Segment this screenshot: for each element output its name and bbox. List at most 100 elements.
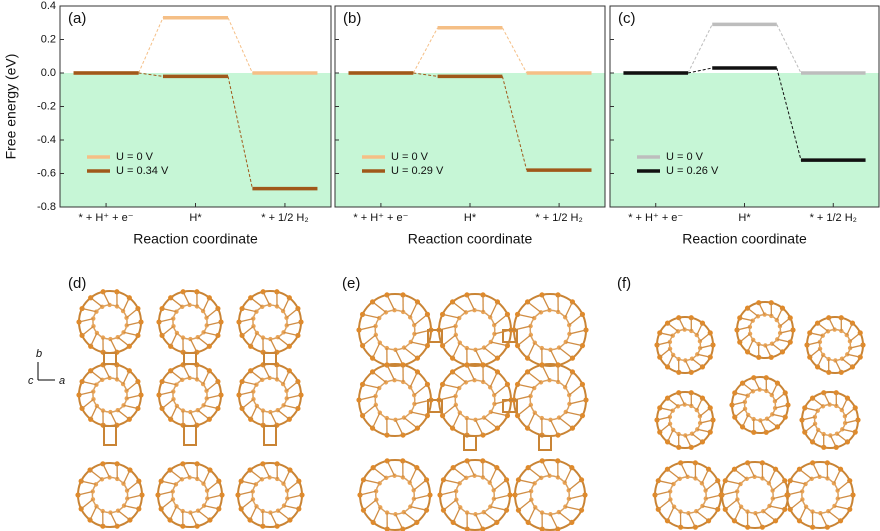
- bond: [372, 371, 387, 383]
- bond: [269, 411, 278, 426]
- bond: [564, 301, 574, 318]
- atom: [285, 496, 290, 501]
- bond: [452, 371, 467, 383]
- bond: [564, 371, 574, 388]
- cage-outline: [801, 391, 859, 449]
- panel-label: (e): [342, 275, 360, 292]
- bond: [413, 313, 428, 326]
- bond: [466, 364, 476, 381]
- bond: [277, 409, 290, 420]
- bond: [102, 364, 111, 379]
- bond: [493, 313, 508, 326]
- bond: [517, 383, 535, 389]
- atom: [787, 339, 793, 345]
- bond: [169, 469, 183, 480]
- bond: [410, 505, 427, 511]
- bond: [363, 499, 377, 511]
- bond: [206, 480, 220, 492]
- bond: [442, 334, 457, 347]
- bond: [758, 302, 766, 315]
- atom: [194, 523, 200, 529]
- bond: [90, 405, 98, 420]
- bond: [804, 407, 818, 412]
- cage-outline: [77, 462, 143, 528]
- bond: [697, 353, 711, 358]
- cage-structure: [654, 390, 716, 450]
- cage-outline: [78, 363, 142, 427]
- atom: [281, 503, 287, 508]
- bond: [777, 338, 791, 343]
- bond: [762, 510, 776, 522]
- bond: [659, 332, 673, 337]
- bond: [517, 334, 532, 347]
- bond: [549, 349, 559, 366]
- bond: [90, 297, 103, 308]
- cage-outline: [358, 293, 432, 367]
- atom: [373, 488, 379, 494]
- bond: [734, 468, 748, 480]
- bond: [241, 307, 257, 313]
- cage-structure: [236, 362, 304, 428]
- bond: [739, 317, 753, 322]
- cage-outline: [736, 301, 794, 359]
- bond: [725, 480, 741, 485]
- atom: [114, 523, 120, 529]
- linker: [502, 399, 518, 413]
- bond: [363, 479, 380, 485]
- x-tick-label: H*: [189, 212, 202, 224]
- cage-structure: [652, 460, 724, 530]
- bond: [541, 460, 551, 477]
- bond: [170, 370, 183, 381]
- atom: [473, 512, 478, 517]
- bond: [493, 494, 511, 500]
- bond: [439, 490, 457, 496]
- cage-outline: [158, 363, 222, 427]
- bond: [558, 417, 573, 429]
- atom: [833, 358, 838, 363]
- atom: [487, 480, 492, 485]
- bond: [78, 317, 94, 323]
- bond: [81, 325, 94, 336]
- bond: [696, 322, 704, 336]
- atom: [171, 389, 176, 394]
- atom: [457, 410, 463, 415]
- atom: [180, 289, 186, 295]
- bond: [182, 364, 191, 379]
- cage-outline: [359, 459, 431, 531]
- bond: [189, 512, 198, 527]
- bond: [568, 479, 582, 491]
- bond: [684, 360, 692, 373]
- atom: [274, 523, 280, 529]
- atom: [281, 403, 286, 408]
- bond: [122, 469, 131, 484]
- atom: [171, 316, 176, 321]
- atom: [488, 409, 493, 415]
- panel-label: (b): [343, 10, 361, 27]
- bond: [466, 460, 476, 477]
- atom: [412, 401, 417, 407]
- axis-letter: a: [59, 375, 65, 387]
- bond: [747, 307, 759, 317]
- bond: [359, 490, 377, 496]
- bond: [443, 499, 457, 511]
- bond: [841, 358, 853, 368]
- bond: [371, 412, 381, 429]
- bond: [812, 462, 821, 478]
- bond: [742, 382, 754, 392]
- bond: [126, 480, 140, 492]
- atom: [115, 476, 120, 482]
- bond: [362, 383, 380, 389]
- axis-letter: b: [36, 348, 42, 360]
- bond: [549, 419, 559, 436]
- bond: [769, 505, 785, 510]
- bond: [206, 308, 219, 319]
- atom: [174, 330, 180, 336]
- bond: [442, 404, 457, 417]
- bond: [241, 398, 254, 409]
- bond: [527, 301, 542, 313]
- bond: [799, 468, 813, 480]
- cage-outline: [513, 363, 587, 437]
- bond: [161, 380, 177, 386]
- atom: [412, 331, 417, 337]
- bond: [569, 399, 587, 405]
